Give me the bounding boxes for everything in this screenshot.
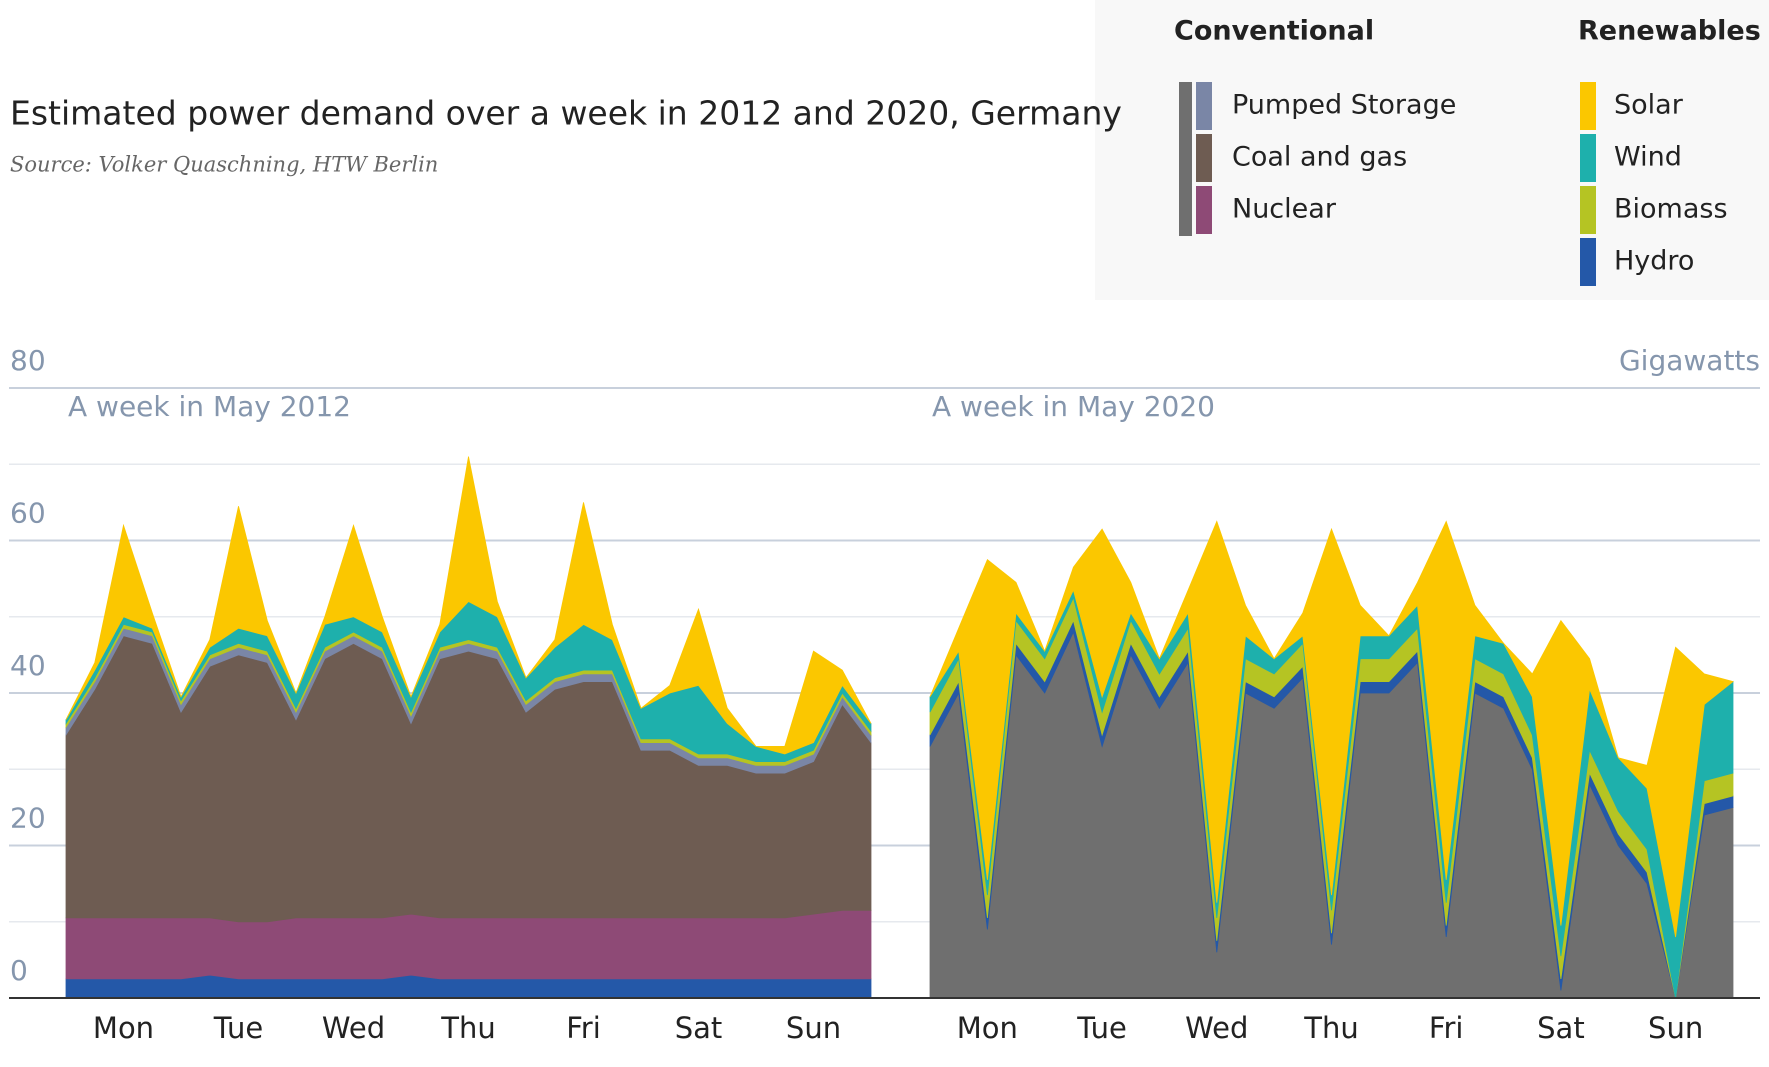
x-tick-label: Tue — [1076, 1011, 1127, 1045]
x-tick-label: Thu — [1303, 1011, 1358, 1045]
x-tick-label: Sat — [675, 1011, 723, 1045]
x-tick-label: Mon — [957, 1011, 1018, 1045]
legend-label: Hydro — [1614, 246, 1694, 277]
legend-swatch — [1580, 238, 1596, 286]
y-tick-label: 20 — [10, 802, 46, 835]
x-tick-label: Wed — [1185, 1011, 1248, 1045]
area — [65, 456, 872, 755]
x-tick-label: Tue — [213, 1011, 264, 1045]
x-tick-label: Sat — [1537, 1011, 1585, 1045]
area — [929, 520, 1734, 938]
legend-heading: Conventional — [1174, 16, 1374, 47]
area — [65, 635, 872, 923]
x-tick-label: Mon — [93, 1011, 154, 1045]
legend-label: Solar — [1614, 90, 1684, 121]
x-tick-label: Thu — [440, 1011, 495, 1045]
legend-swatch — [1196, 82, 1212, 130]
legend-label: Coal and gas — [1232, 142, 1407, 173]
panel-title: A week in May 2012 — [68, 390, 351, 423]
area — [65, 909, 872, 980]
x-tick-label: Sun — [786, 1011, 841, 1045]
y-axis-label: Gigawatts — [1619, 344, 1760, 377]
source: Source: Volker Quaschning, HTW Berlin — [10, 153, 438, 177]
y-tick-label: 60 — [10, 497, 46, 530]
y-tick-label: 40 — [10, 649, 46, 682]
y-tick-label: 0 — [10, 954, 28, 987]
legend-label: Biomass — [1614, 194, 1728, 225]
chart-title: Estimated power demand over a week in 20… — [10, 94, 1122, 133]
legend-swatch — [1196, 186, 1212, 234]
x-tick-label: Fri — [566, 1011, 601, 1045]
legend-swatch — [1580, 82, 1596, 130]
legend-swatch — [1580, 134, 1596, 182]
x-tick-label: Wed — [322, 1011, 385, 1045]
legend-swatch — [1196, 134, 1212, 182]
legend-label: Pumped Storage — [1232, 90, 1456, 121]
legend-heading: Renewables — [1578, 16, 1761, 47]
x-tick-label: Sun — [1648, 1011, 1703, 1045]
legend-group-bar — [1179, 82, 1192, 236]
legend-label: Nuclear — [1232, 194, 1337, 225]
legend-label: Wind — [1614, 142, 1682, 173]
panel-title: A week in May 2020 — [932, 390, 1215, 423]
legend-swatch — [1580, 186, 1596, 234]
y-tick-label: 80 — [10, 344, 46, 377]
x-tick-label: Fri — [1429, 1011, 1464, 1045]
